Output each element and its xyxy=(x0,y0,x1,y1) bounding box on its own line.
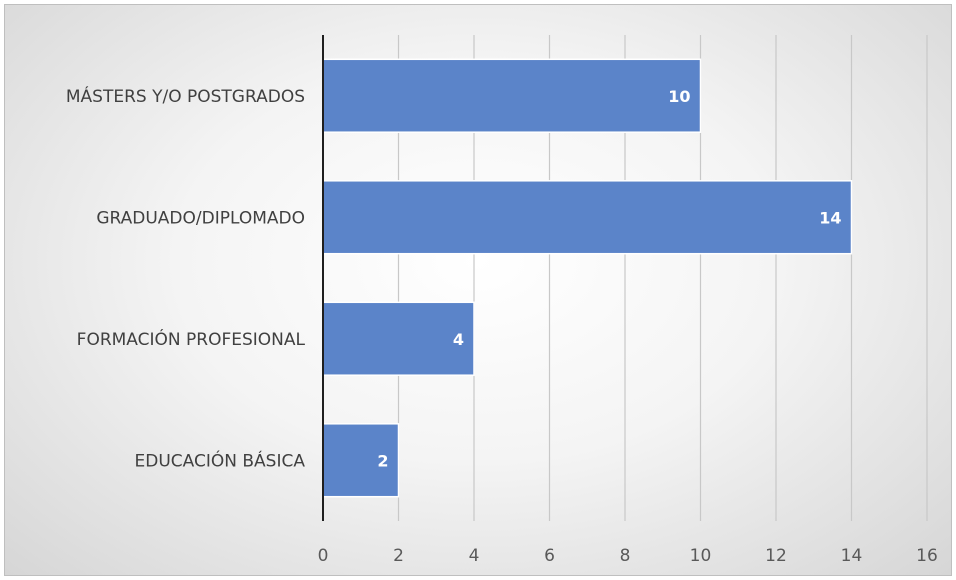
x-tick-label-2: 2 xyxy=(393,546,404,566)
data-label-másters-y-o-postgrados: 10 xyxy=(668,87,690,106)
chart-frame: EDUCACIÓN BÁSICA FORMACIÓN PROFESIONAL GRA… xyxy=(4,4,952,576)
data-labels: 2 4 14 10 xyxy=(377,87,841,471)
bar-graduado-diplomado xyxy=(322,180,853,255)
bar-formación-profesional xyxy=(322,301,475,376)
x-tick-label-6: 6 xyxy=(544,546,555,566)
category-label-másters-y-o-postgrados: MÁSTERS Y/O POSTGRADOS xyxy=(66,85,305,107)
x-tick-label-12: 12 xyxy=(765,546,787,566)
data-label-educación-básica: 2 xyxy=(377,451,388,470)
x-tick-label-10: 10 xyxy=(690,546,712,566)
category-label-educación-básica: EDUCACIÓN BÁSICA xyxy=(135,449,306,471)
bars xyxy=(322,58,853,498)
data-label-formación-profesional: 4 xyxy=(453,330,464,349)
category-label-graduado-diplomado: GRADUADO/DIPLOMADO xyxy=(96,208,305,228)
x-tick-label-4: 4 xyxy=(469,546,480,566)
category-label-formación-profesional: FORMACIÓN PROFESIONAL xyxy=(77,328,306,350)
bar-chart: EDUCACIÓN BÁSICA FORMACIÓN PROFESIONAL GRA… xyxy=(66,35,938,566)
x-tick-label-8: 8 xyxy=(620,546,631,566)
category-labels: EDUCACIÓN BÁSICA FORMACIÓN PROFESIONAL GRA… xyxy=(66,85,306,472)
x-tick-label-16: 16 xyxy=(916,546,938,566)
x-tick-label-0: 0 xyxy=(318,546,329,566)
data-label-graduado-diplomado: 14 xyxy=(819,208,841,227)
x-tick-labels: 0 2 4 6 8 10 12 14 16 xyxy=(318,546,938,566)
x-tick-label-14: 14 xyxy=(841,546,863,566)
bar-másters-y-o-postgrados xyxy=(322,58,702,133)
